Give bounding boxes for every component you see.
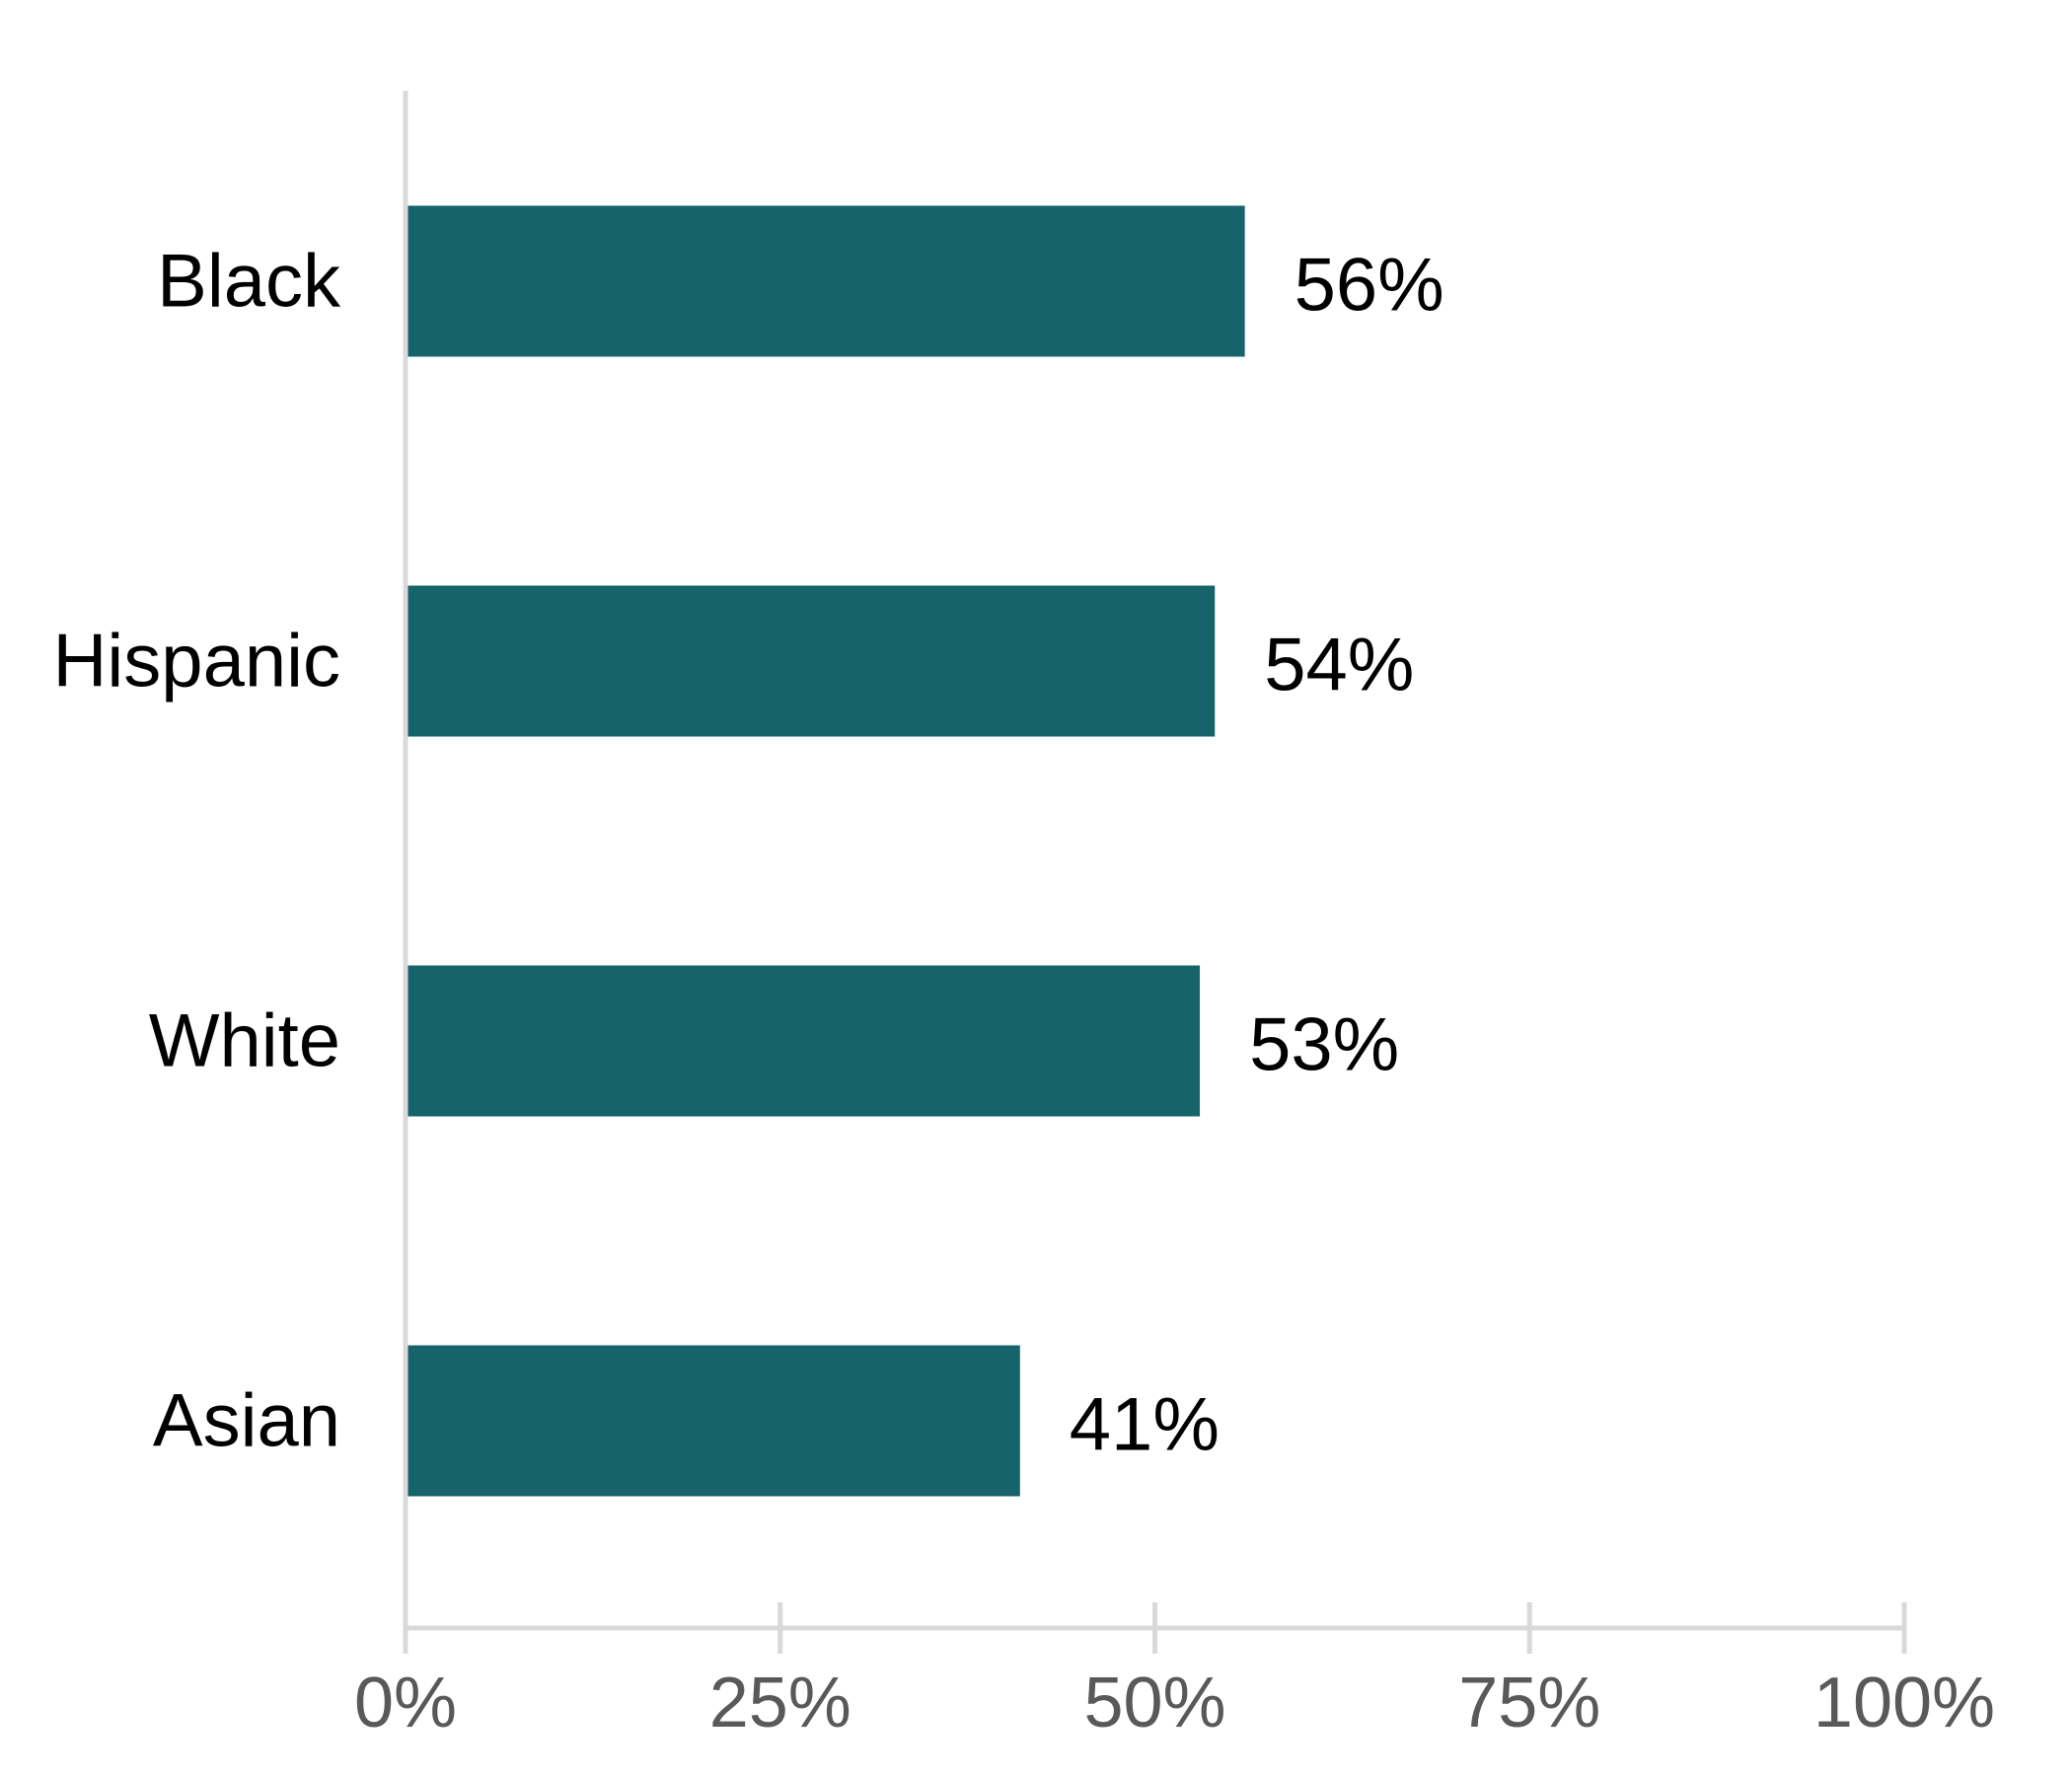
data-label-hispanic: 54% xyxy=(1264,624,1414,707)
data-labels: 56% 54% 53% 41% xyxy=(1070,244,1444,1467)
category-label-black: Black xyxy=(157,240,341,324)
bar-white xyxy=(406,965,1201,1117)
bar-hispanic xyxy=(406,585,1216,737)
category-label-asian: Asian xyxy=(153,1379,340,1463)
data-label-asian: 41% xyxy=(1070,1383,1220,1467)
bars-group xyxy=(406,205,1245,1497)
x-tick-label-0: 0% xyxy=(354,1664,457,1742)
x-tick-label-75: 75% xyxy=(1458,1664,1600,1742)
data-label-white: 53% xyxy=(1249,1003,1399,1087)
data-label-black: 56% xyxy=(1295,244,1444,328)
category-labels: Black Hispanic White Asian xyxy=(53,240,341,1463)
category-label-white: White xyxy=(149,999,340,1083)
bar-black xyxy=(406,205,1245,357)
x-tick-labels: 0% 25% 50% 75% 100% xyxy=(354,1664,1995,1742)
bar-asian xyxy=(406,1345,1020,1497)
category-label-hispanic: Hispanic xyxy=(53,620,340,703)
x-tick-label-25: 25% xyxy=(709,1664,851,1742)
axes xyxy=(403,91,1907,1654)
x-tick-label-50: 50% xyxy=(1083,1664,1225,1742)
x-tick-label-100: 100% xyxy=(1813,1664,1995,1742)
